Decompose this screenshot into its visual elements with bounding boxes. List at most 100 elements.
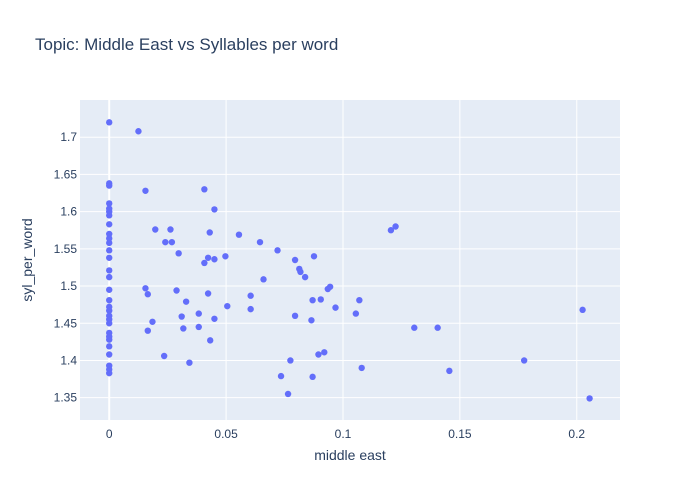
data-point (274, 247, 281, 254)
data-point (142, 285, 149, 292)
data-point (106, 351, 113, 358)
data-point (201, 259, 208, 267)
data-point (446, 367, 453, 375)
data-point (160, 352, 168, 360)
y-tick-label: 1.7 (60, 130, 77, 144)
data-point (106, 320, 113, 327)
data-point (144, 291, 151, 298)
data-point (310, 253, 318, 260)
data-point (149, 318, 156, 325)
data-point (291, 312, 299, 320)
x-tick-label: 0.1 (335, 427, 352, 441)
data-point (167, 226, 174, 233)
data-point (309, 373, 316, 381)
data-point (326, 283, 334, 290)
data-point (222, 253, 229, 260)
tick-labels: 0 0.05 0.1 0.15 0.2 1.35 1.4 1.45 1.5 1.55 1.6 1.65… (54, 130, 586, 441)
plot-area (80, 100, 620, 420)
y-tick-label: 1.55 (54, 242, 78, 256)
data-point (204, 254, 212, 261)
data-point (106, 343, 113, 350)
y-tick-label: 1.4 (60, 353, 77, 367)
data-point (106, 235, 113, 242)
data-point (411, 324, 418, 331)
y-tick-label: 1.35 (54, 391, 78, 405)
data-point (358, 364, 365, 372)
data-point (106, 200, 113, 207)
y-axis-title: syl_per_word (19, 218, 35, 301)
x-tick-label: 0.15 (448, 427, 472, 441)
data-point (256, 238, 264, 246)
data-point (579, 306, 586, 314)
data-point (291, 256, 299, 264)
data-point (106, 273, 113, 281)
data-point (106, 307, 113, 314)
data-point (106, 267, 113, 274)
data-point (284, 390, 292, 398)
y-tick-label: 1.45 (54, 316, 78, 330)
chart-title: Topic: Middle East vs Syllables per word (35, 35, 338, 54)
x-tick-label: 0 (106, 427, 113, 441)
data-point (106, 119, 113, 126)
data-point (144, 327, 151, 334)
data-point (277, 372, 285, 380)
data-point (332, 304, 339, 311)
data-point (106, 239, 113, 247)
data-point (175, 250, 182, 257)
data-point (106, 247, 113, 254)
data-point (434, 324, 441, 331)
data-points (106, 119, 593, 402)
data-point (308, 317, 315, 324)
data-point (168, 238, 176, 246)
data-point (106, 286, 113, 293)
data-point (195, 310, 202, 317)
x-tick-label: 0.05 (214, 427, 238, 441)
data-point (173, 287, 180, 294)
data-point (180, 325, 187, 332)
data-point (106, 369, 113, 377)
data-point (186, 359, 193, 366)
data-point (152, 226, 159, 233)
data-point (204, 290, 212, 297)
data-point (387, 227, 395, 234)
x-axis-title: middle east (314, 447, 386, 463)
x-tick-label: 0.2 (568, 427, 585, 441)
data-point (247, 292, 254, 299)
y-tick-label: 1.65 (54, 167, 78, 181)
data-point (211, 315, 218, 322)
data-point (207, 337, 214, 344)
data-point (321, 349, 328, 356)
data-point (178, 313, 185, 320)
data-point (201, 186, 208, 193)
data-point (106, 296, 113, 304)
data-point (317, 296, 324, 303)
data-point (260, 276, 267, 283)
data-point (309, 296, 316, 304)
data-point (297, 268, 304, 276)
data-point (211, 206, 218, 213)
data-point (162, 238, 169, 246)
data-point (106, 336, 113, 343)
data-point (247, 305, 254, 313)
grid-lines (80, 100, 620, 420)
data-point (106, 182, 113, 189)
data-point (106, 221, 113, 228)
data-point (182, 298, 190, 305)
data-point (301, 273, 309, 281)
data-point (142, 187, 149, 194)
data-point (235, 231, 243, 238)
y-tick-label: 1.6 (60, 205, 77, 219)
data-point (135, 128, 142, 135)
data-point (106, 254, 113, 261)
data-point (586, 395, 593, 402)
data-point (352, 310, 360, 317)
data-point (356, 296, 363, 304)
data-point (392, 223, 399, 230)
data-point (520, 357, 528, 364)
data-point (224, 302, 231, 310)
data-point (315, 351, 322, 358)
data-point (211, 256, 218, 263)
data-point (106, 230, 113, 238)
y-tick-label: 1.5 (60, 279, 77, 293)
